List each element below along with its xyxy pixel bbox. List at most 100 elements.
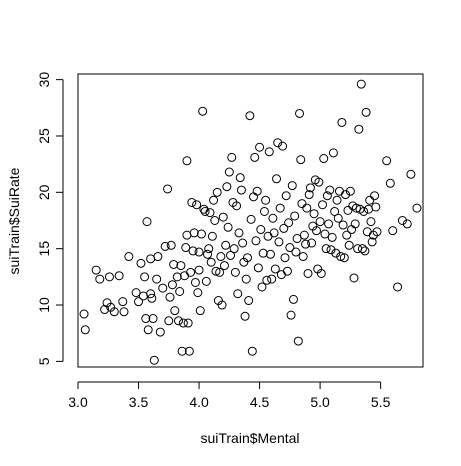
data-point [172,272,182,282]
data-point [264,147,274,157]
data-point [382,156,392,166]
data-point [238,238,248,248]
data-point [250,152,260,162]
data-point [307,238,317,248]
data-point [328,148,338,158]
data-point [203,249,213,259]
y-tick-label: 5 [36,357,52,365]
data-point [361,107,371,117]
y-axis-title: suiTrain$SuiRate [6,167,22,274]
data-point [229,244,239,254]
data-point [269,228,279,238]
data-point [80,325,90,335]
data-point [302,203,312,213]
data-point [314,177,324,187]
data-point [131,288,141,298]
data-point [345,186,355,196]
data-point [261,195,271,205]
data-point [212,187,222,197]
data-point [194,247,204,257]
data-point [344,240,354,250]
data-point [279,223,289,233]
data-point [287,181,297,191]
data-point [233,289,243,299]
data-point [188,246,198,256]
data-point [267,274,277,284]
data-point [263,231,273,241]
data-point [217,300,227,310]
y-tick-label: 25 [36,128,52,144]
data-point [247,346,257,356]
data-point [412,203,422,213]
data-point [181,243,191,253]
data-point [367,237,377,247]
x-tick-label: 5.0 [310,394,330,410]
y-tick-label: 20 [36,184,52,200]
data-point [354,124,364,134]
data-point [326,245,336,255]
data-point [167,280,177,290]
data-point [325,185,335,195]
points-layer [79,79,422,365]
data-point [100,305,110,315]
y-tick-label: 30 [36,72,52,88]
data-point [119,307,129,317]
data-point [216,252,226,262]
data-point [227,152,237,162]
data-point [350,219,360,229]
data-point [366,217,376,227]
plot-frame [77,73,424,368]
data-point [321,244,331,254]
data-point [194,265,204,275]
data-point [223,222,233,232]
data-point [342,230,352,240]
data-point [259,206,269,216]
data-point [163,184,173,194]
data-point [347,225,357,235]
data-point [153,252,163,262]
x-tick-label: 4.5 [250,394,270,410]
data-point [201,276,211,286]
data-point [184,346,194,356]
data-point [242,253,252,263]
data-point [141,314,151,324]
data-point [359,206,369,216]
data-point [209,195,219,205]
data-point [235,173,245,183]
data-point [351,203,361,213]
data-point [273,138,283,148]
data-point [286,310,296,320]
y-tick-label: 10 [36,297,52,313]
data-point [222,182,232,192]
data-point [241,274,251,284]
data-point [339,253,349,263]
data-point [324,219,334,229]
data-point [262,275,272,285]
data-point [327,232,337,242]
data-point [365,195,375,205]
data-point [362,227,372,237]
data-point [370,191,380,201]
data-point [296,155,306,165]
x-tick-label: 4.0 [189,394,209,410]
data-point [372,227,382,237]
data-point [158,283,168,293]
data-point [319,154,329,164]
data-point [333,213,343,223]
data-point [322,191,332,201]
data-point [360,246,370,256]
data-point [295,108,305,118]
data-point [219,261,229,271]
data-point [402,219,412,229]
data-point [240,311,250,321]
data-point [200,206,210,216]
data-point [218,212,228,222]
data-point [280,253,290,263]
data-point [255,142,265,152]
data-point [211,266,221,276]
data-point [204,244,214,254]
data-point [155,327,165,337]
data-point [356,79,366,89]
data-point [288,294,298,304]
